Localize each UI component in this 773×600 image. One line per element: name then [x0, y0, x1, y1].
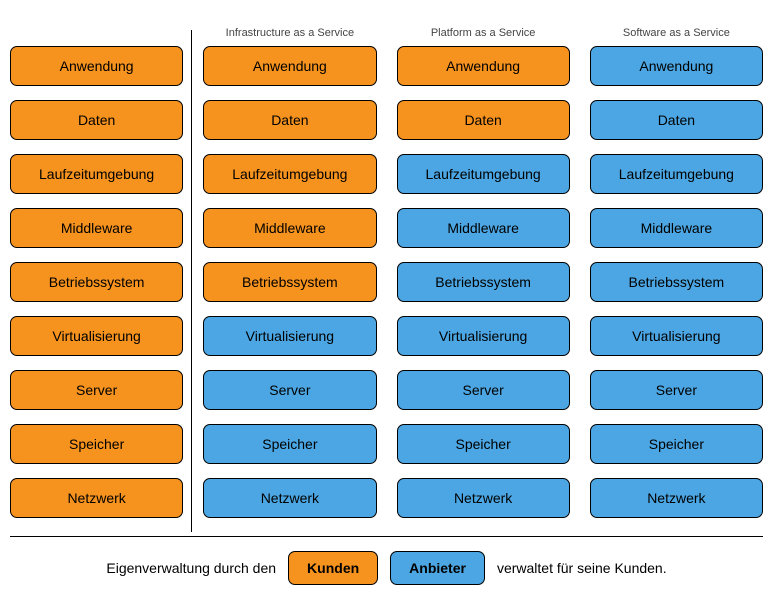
column-0: Anwendung Daten Laufzeitumgebung Middleware…	[10, 20, 183, 532]
layer-box: Laufzeitumgebung	[590, 154, 763, 194]
layer-box: Betriebssystem	[397, 262, 570, 302]
layer-box: Virtualisierung	[397, 316, 570, 356]
layer-box: Speicher	[203, 424, 376, 464]
layer-box: Virtualisierung	[10, 316, 183, 356]
layer-box: Daten	[203, 100, 376, 140]
layer-box: Server	[10, 370, 183, 410]
layer-box: Speicher	[590, 424, 763, 464]
column-3: Software as a ServiceAnwendung Daten Laufz…	[590, 20, 763, 532]
column-header: Infrastructure as a Service	[226, 20, 354, 46]
columns-grid: Anwendung Daten Laufzeitumgebung Middleware…	[10, 20, 763, 532]
column-1: Infrastructure as a ServiceAnwendung Date…	[203, 20, 376, 532]
layer-box: Betriebssystem	[590, 262, 763, 302]
column-divider	[191, 30, 192, 532]
layer-box: Server	[397, 370, 570, 410]
layer-box: Anwendung	[397, 46, 570, 86]
layer-box: Anwendung	[203, 46, 376, 86]
layer-box: Laufzeitumgebung	[203, 154, 376, 194]
layer-box: Speicher	[397, 424, 570, 464]
layer-box: Netzwerk	[10, 478, 183, 518]
layer-box: Middleware	[10, 208, 183, 248]
diagram-container: Anwendung Daten Laufzeitumgebung Middleware…	[0, 0, 773, 599]
layer-box: Daten	[10, 100, 183, 140]
column-2: Platform as a ServiceAnwendung Daten Laufz…	[397, 20, 570, 532]
layer-box: Laufzeitumgebung	[397, 154, 570, 194]
legend: Eigenverwaltung durch den Kunden Anbiete…	[10, 551, 763, 585]
layer-box: Anwendung	[590, 46, 763, 86]
layer-box: Server	[590, 370, 763, 410]
layer-box: Netzwerk	[203, 478, 376, 518]
layer-box: Daten	[397, 100, 570, 140]
layer-box: Betriebssystem	[203, 262, 376, 302]
layer-box: Middleware	[397, 208, 570, 248]
layer-box: Middleware	[590, 208, 763, 248]
layer-box: Middleware	[203, 208, 376, 248]
layer-box: Laufzeitumgebung	[10, 154, 183, 194]
legend-provider-chip: Anbieter	[390, 551, 485, 585]
layer-box: Netzwerk	[397, 478, 570, 518]
layer-box: Virtualisierung	[590, 316, 763, 356]
legend-right-text: verwaltet für seine Kunden.	[497, 560, 667, 576]
layer-box: Anwendung	[10, 46, 183, 86]
legend-customer-chip: Kunden	[288, 551, 378, 585]
column-header: Platform as a Service	[431, 20, 536, 46]
legend-left-text: Eigenverwaltung durch den	[106, 560, 276, 576]
layer-box: Virtualisierung	[203, 316, 376, 356]
layer-box: Speicher	[10, 424, 183, 464]
layer-box: Server	[203, 370, 376, 410]
separator-line	[10, 536, 763, 537]
column-header: Software as a Service	[623, 20, 730, 46]
layer-box: Daten	[590, 100, 763, 140]
layer-box: Netzwerk	[590, 478, 763, 518]
layer-box: Betriebssystem	[10, 262, 183, 302]
